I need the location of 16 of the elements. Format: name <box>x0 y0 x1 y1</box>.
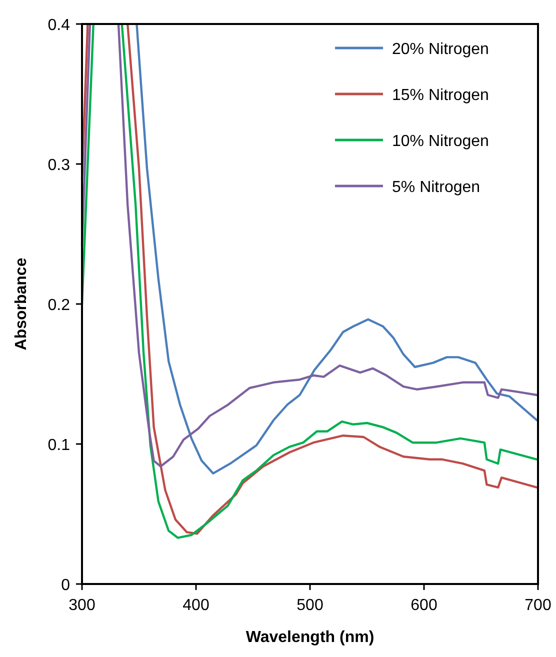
x-tick-label: 300 <box>68 597 96 614</box>
y-tick-label: 0.2 <box>48 297 70 314</box>
legend-label: 10% Nitrogen <box>392 133 489 150</box>
x-tick-label: 700 <box>524 597 552 614</box>
y-tick-label: 0.1 <box>48 437 70 454</box>
x-axis-title: Wavelength (nm) <box>246 629 374 646</box>
legend-label: 20% Nitrogen <box>392 41 489 58</box>
y-axis-title: Absorbance <box>13 258 30 350</box>
legend-label: 5% Nitrogen <box>392 179 480 196</box>
legend-label: 15% Nitrogen <box>392 87 489 104</box>
y-tick-label: 0.3 <box>48 157 70 174</box>
y-tick-label: 0.4 <box>48 17 70 34</box>
x-tick-label: 400 <box>182 597 210 614</box>
y-tick-label: 0 <box>61 577 70 594</box>
x-tick-label: 500 <box>296 597 324 614</box>
x-tick-label: 600 <box>410 597 438 614</box>
